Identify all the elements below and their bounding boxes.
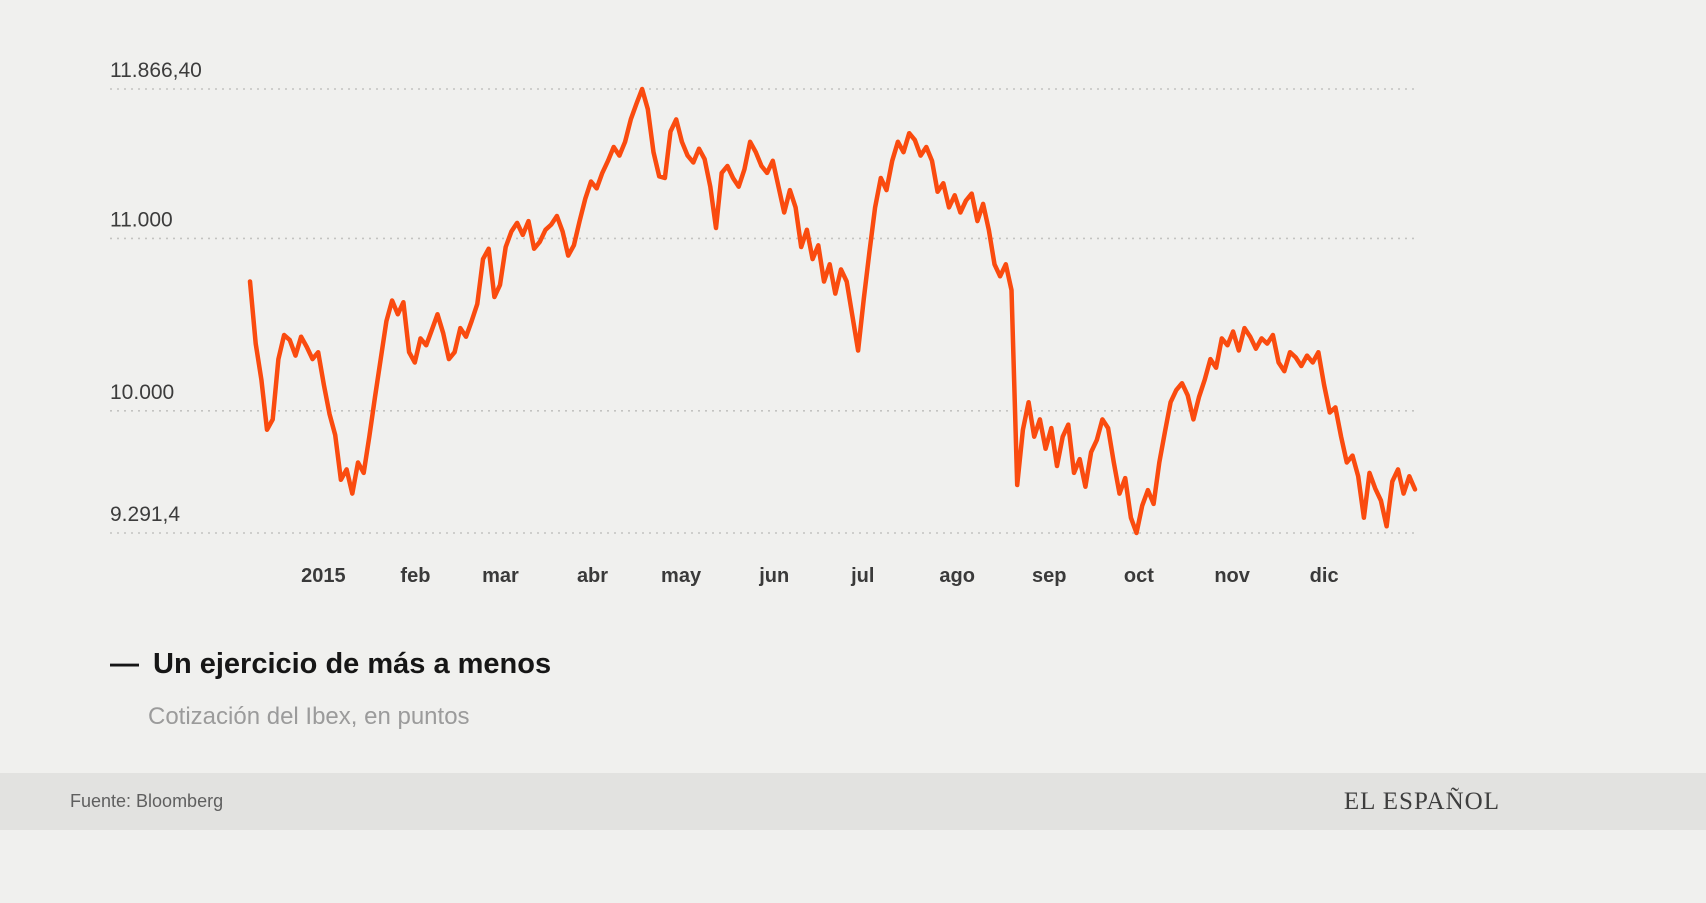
x-tick-label: mar <box>482 565 519 587</box>
x-tick-label: may <box>661 565 702 587</box>
y-tick-label: 11.866,40 <box>110 59 202 82</box>
x-tick-label: feb <box>400 565 430 587</box>
source-label: Fuente: Bloomberg <box>70 791 224 811</box>
chart-legend: — Un ejercicio de más a menos Cotización… <box>110 648 551 731</box>
x-tick-label: sep <box>1032 565 1066 587</box>
x-tick-label: 2015 <box>301 565 346 587</box>
x-tick-label: oct <box>1124 565 1154 587</box>
legend-key-dash-icon: — <box>110 648 139 680</box>
chart-canvas: 11.866,40 11.000 10.000 9.291,4 2015 feb mar ab… <box>110 59 1418 587</box>
x-tick-label: abr <box>577 565 608 587</box>
chart-title-row: — Un ejercicio de más a menos <box>110 648 551 681</box>
x-tick-label: ago <box>939 565 975 587</box>
x-tick-label: jul <box>850 565 874 587</box>
ibex-series-line <box>247 86 1418 536</box>
brand-logo: EL ESPAÑOL <box>1343 787 1500 815</box>
x-tick-label: nov <box>1214 565 1250 587</box>
chart-subtitle: Cotización del Ibex, en puntos <box>148 703 470 730</box>
ibex-line-chart: 11.866,40 11.000 10.000 9.291,4 2015 feb mar ab… <box>110 59 1418 587</box>
x-tick-label: jun <box>758 565 789 587</box>
chart-title: Un ejercicio de más a menos <box>153 648 552 680</box>
y-tick-label: 11.000 <box>110 208 173 231</box>
footer-bar: Fuente: Bloomberg EL ESPAÑOL <box>0 773 1706 830</box>
y-tick-label: 9.291,4 <box>110 503 180 526</box>
x-tick-label: dic <box>1310 565 1339 587</box>
y-tick-label: 10.000 <box>110 381 174 404</box>
